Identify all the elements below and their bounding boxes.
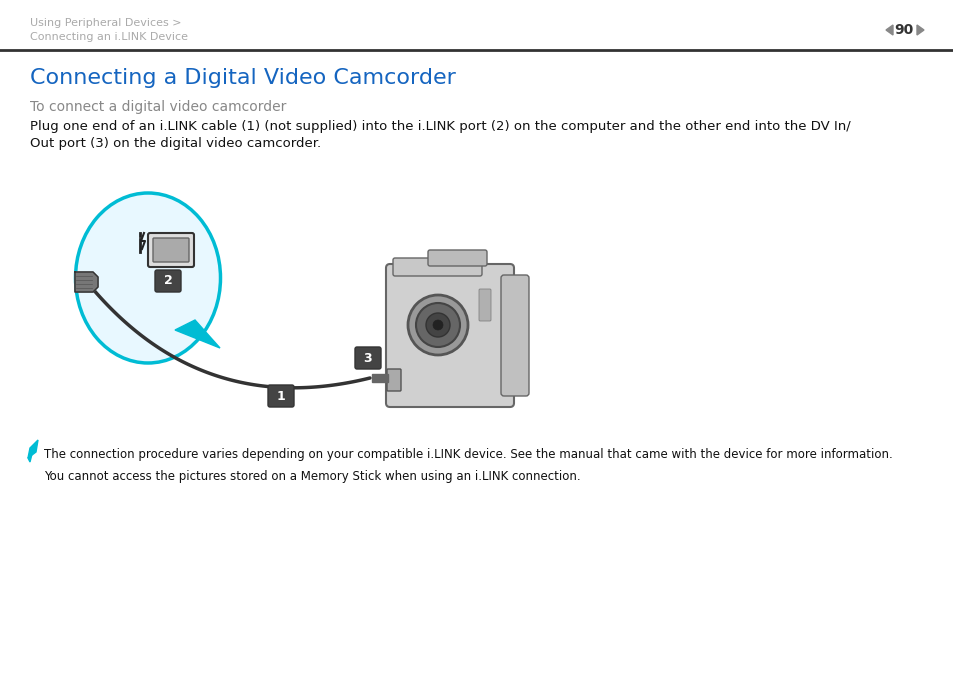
Polygon shape (28, 454, 32, 462)
Text: Using Peripheral Devices >: Using Peripheral Devices > (30, 18, 181, 28)
FancyBboxPatch shape (393, 258, 481, 276)
Text: Out port (3) on the digital video camcorder.: Out port (3) on the digital video camcor… (30, 137, 321, 150)
Circle shape (416, 303, 459, 347)
Circle shape (426, 313, 450, 337)
Polygon shape (916, 25, 923, 35)
Text: To connect a digital video camcorder: To connect a digital video camcorder (30, 100, 286, 114)
Polygon shape (28, 440, 38, 458)
Polygon shape (372, 374, 388, 382)
Polygon shape (885, 25, 892, 35)
FancyBboxPatch shape (387, 369, 400, 391)
Text: Connecting a Digital Video Camcorder: Connecting a Digital Video Camcorder (30, 68, 456, 88)
FancyBboxPatch shape (152, 238, 189, 262)
Circle shape (433, 320, 442, 330)
Polygon shape (174, 320, 220, 348)
Polygon shape (75, 272, 98, 292)
FancyBboxPatch shape (428, 250, 486, 266)
FancyBboxPatch shape (386, 264, 514, 407)
Text: 2: 2 (164, 274, 172, 288)
FancyBboxPatch shape (478, 289, 491, 321)
FancyBboxPatch shape (148, 233, 193, 267)
Ellipse shape (75, 193, 220, 363)
Text: Plug one end of an i.LINK cable (1) (not supplied) into the i.LINK port (2) on t: Plug one end of an i.LINK cable (1) (not… (30, 120, 850, 133)
Text: 90: 90 (893, 23, 913, 37)
FancyBboxPatch shape (355, 347, 380, 369)
Text: 3: 3 (363, 352, 372, 365)
Circle shape (408, 295, 468, 355)
FancyBboxPatch shape (500, 275, 529, 396)
FancyBboxPatch shape (154, 270, 181, 292)
FancyBboxPatch shape (268, 385, 294, 407)
Text: The connection procedure varies depending on your compatible i.LINK device. See : The connection procedure varies dependin… (44, 448, 892, 461)
Text: 1: 1 (276, 390, 285, 402)
Text: You cannot access the pictures stored on a Memory Stick when using an i.LINK con: You cannot access the pictures stored on… (44, 470, 580, 483)
Text: Connecting an i.LINK Device: Connecting an i.LINK Device (30, 32, 188, 42)
